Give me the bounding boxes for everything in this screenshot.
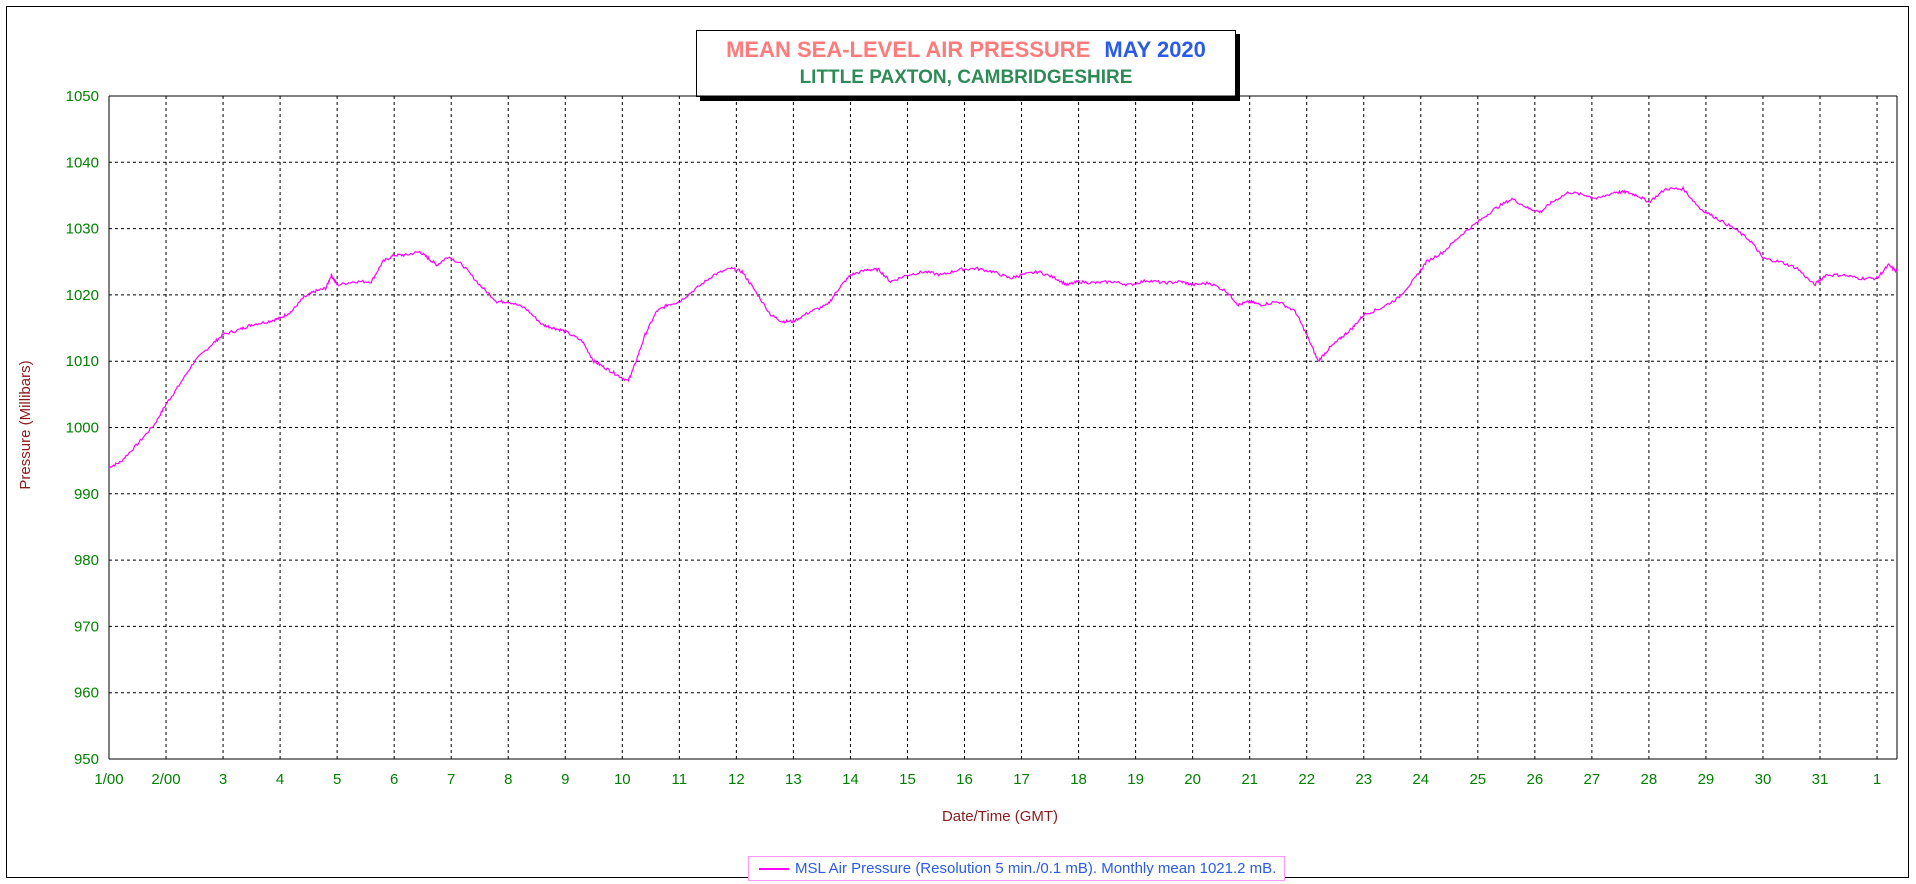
title-line: MEAN SEA-LEVEL AIR PRESSURE MAY 2020 — [697, 37, 1235, 63]
legend-swatch — [759, 868, 789, 871]
chart-subtitle: LITTLE PAXTON, CAMBRIDGESHIRE — [799, 67, 1133, 88]
y-tick-label: 1010 — [66, 353, 99, 370]
y-tick-label: 1020 — [66, 287, 99, 304]
x-tick-label: 13 — [785, 771, 802, 788]
x-tick-label: 27 — [1584, 771, 1601, 788]
chart-period: MAY 2020 — [1104, 37, 1206, 62]
x-tick-label: 25 — [1469, 771, 1486, 788]
x-tick-label: 8 — [504, 771, 512, 788]
x-tick-label: 31 — [1812, 771, 1829, 788]
x-tick-label: 6 — [390, 771, 398, 788]
x-tick-label: 9 — [561, 771, 569, 788]
x-tick-label: 5 — [333, 771, 341, 788]
legend: MSL Air Pressure (Resolution 5 min./0.1 … — [748, 856, 1285, 881]
y-tick-label: 950 — [74, 751, 99, 768]
x-tick-label: 21 — [1241, 771, 1258, 788]
x-tick-label: 2/00 — [151, 771, 180, 788]
legend-label: MSL Air Pressure (Resolution 5 min./0.1 … — [795, 860, 1277, 877]
x-tick-label: 28 — [1641, 771, 1658, 788]
y-tick-label: 990 — [74, 486, 99, 503]
x-tick-label: 22 — [1298, 771, 1315, 788]
y-tick-label: 1000 — [66, 420, 99, 437]
x-tick-label: 7 — [447, 771, 455, 788]
y-tick-label: 1040 — [66, 154, 99, 171]
y-tick-label: 960 — [74, 685, 99, 702]
x-tick-label: 16 — [956, 771, 973, 788]
x-tick-label: 1/00 — [94, 771, 123, 788]
x-tick-label: 26 — [1526, 771, 1543, 788]
title-box: MEAN SEA-LEVEL AIR PRESSURE MAY 2020 LITT… — [696, 30, 1236, 97]
x-tick-label: 4 — [276, 771, 284, 788]
x-tick-label: 29 — [1698, 771, 1715, 788]
y-tick-label: 1050 — [66, 88, 99, 105]
grid — [108, 95, 1898, 760]
x-tick-label: 20 — [1184, 771, 1201, 788]
x-tick-label: 1 — [1873, 771, 1881, 788]
y-tick-label: 1030 — [66, 221, 99, 238]
x-tick-label: 23 — [1355, 771, 1372, 788]
y-tick-label: 970 — [74, 618, 99, 635]
x-tick-label: 18 — [1070, 771, 1087, 788]
x-tick-label: 14 — [842, 771, 859, 788]
x-axis-label: Date/Time (GMT) — [942, 808, 1058, 825]
series-line-msl-pressure — [108, 185, 1898, 469]
series-layer — [108, 185, 1898, 469]
chart-title: MEAN SEA-LEVEL AIR PRESSURE — [726, 37, 1091, 62]
x-tick-label: 3 — [219, 771, 227, 788]
x-tick-label: 12 — [728, 771, 745, 788]
x-tick-label: 11 — [672, 771, 688, 788]
x-tick-label: 24 — [1412, 771, 1429, 788]
x-tick-label: 17 — [1013, 771, 1030, 788]
x-tick-label: 10 — [614, 771, 631, 788]
x-tick-label: 15 — [899, 771, 916, 788]
y-axis-label: Pressure (Millibars) — [17, 360, 34, 489]
tick-labels: 9509609709809901000101010201030104010501… — [66, 88, 1882, 788]
x-tick-label: 30 — [1755, 771, 1772, 788]
y-tick-label: 980 — [74, 552, 99, 569]
x-tick-label: 19 — [1127, 771, 1144, 788]
